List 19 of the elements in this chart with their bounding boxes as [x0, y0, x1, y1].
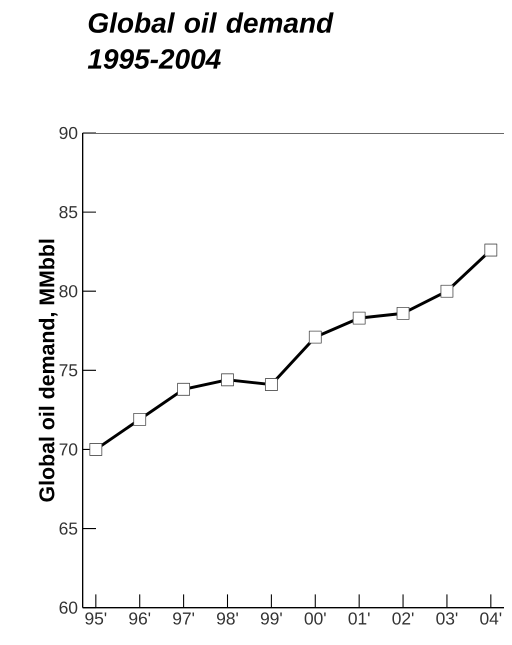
y-tick-label: 65 — [60, 522, 78, 535]
y-tick-label: 85 — [59, 206, 78, 218]
x-tick-label: 03' — [436, 612, 458, 625]
chart-title: Global oil demand 1995-2004 — [88, 12, 334, 69]
y-tick-label: 60 — [60, 602, 78, 614]
y-tick-label: 90 — [59, 126, 78, 140]
x-tick-label: 96' — [129, 612, 150, 625]
x-tick-label: 95' — [85, 612, 106, 625]
y-tick-label: 70 — [60, 443, 78, 456]
x-tick-label: 98' — [217, 612, 238, 625]
x-tick-label: 97' — [173, 612, 194, 625]
x-tick-label: 99' — [260, 612, 282, 625]
y-tick-label: 80 — [59, 285, 78, 298]
x-tick-label: 04' — [480, 612, 502, 625]
x-tick-label: 00' — [304, 612, 326, 625]
x-tick-label: 01' — [348, 612, 370, 625]
x-tick-label: 02' — [392, 612, 414, 625]
y-tick-label: 75 — [60, 364, 78, 376]
y-axis-title: Global oil demand, MMbbl — [38, 240, 58, 502]
